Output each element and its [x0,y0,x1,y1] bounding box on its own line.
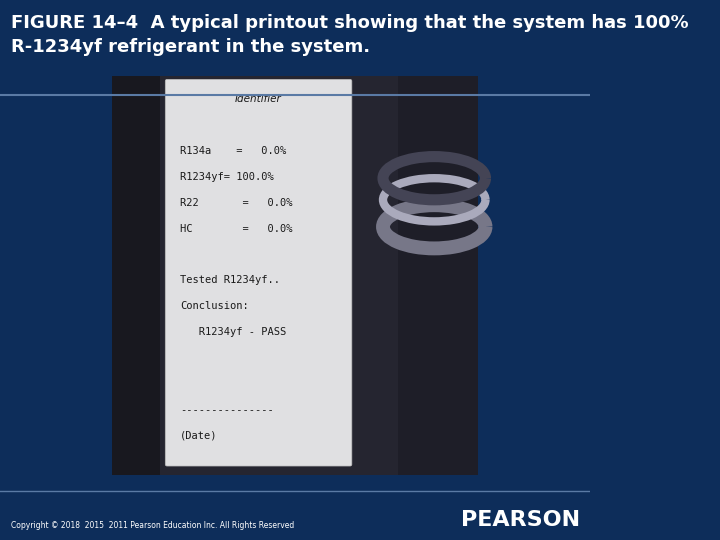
Bar [112,76,160,475]
Text: Tested R1234yf..: Tested R1234yf.. [180,275,280,286]
FancyBboxPatch shape [166,79,352,466]
Text: R1234yf= 100.0%: R1234yf= 100.0% [180,172,274,182]
Text: R22       =   0.0%: R22 = 0.0% [180,198,292,208]
Text: (Date): (Date) [180,430,217,441]
Text: PEARSON: PEARSON [461,510,580,530]
Text: Identifier: Identifier [235,94,282,105]
Text: ---------------: --------------- [180,404,274,415]
Text: Copyright © 2018  2015  2011 Pearson Education Inc. All Rights Reserved: Copyright © 2018 2015 2011 Pearson Educa… [11,521,294,530]
Text: R134a    =   0.0%: R134a = 0.0% [180,146,287,156]
Bar [397,76,478,475]
Text: Conclusion:: Conclusion: [180,301,249,311]
Text: R1234yf - PASS: R1234yf - PASS [180,327,287,337]
Text: FIGURE 14–4  A typical printout showing that the system has 100%
R-1234yf refrig: FIGURE 14–4 A typical printout showing t… [11,14,688,57]
Bar [112,76,478,475]
Text: HC        =   0.0%: HC = 0.0% [180,224,292,234]
